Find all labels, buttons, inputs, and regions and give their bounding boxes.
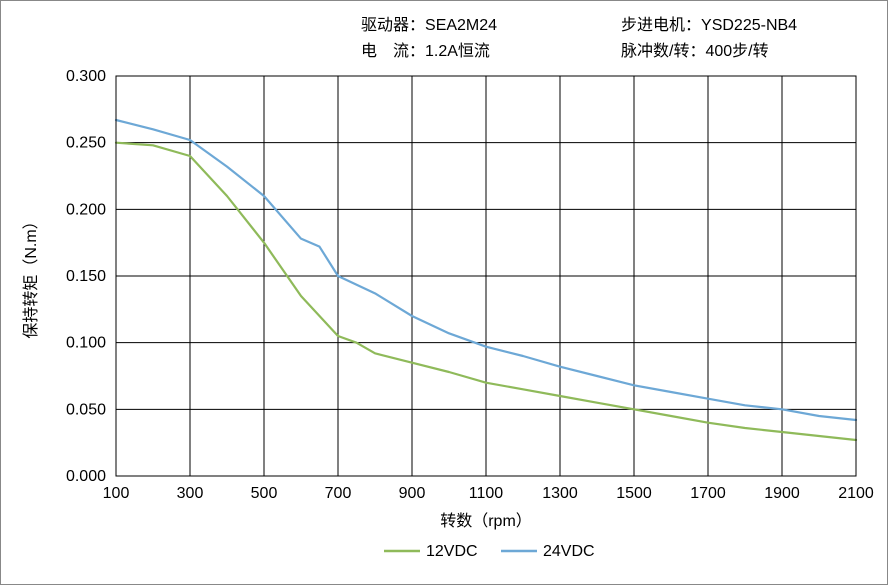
xtick-label: 700 [325, 485, 352, 502]
torque-chart: 100 300 500 700 900 1100 1300 1500 1700 1900 2100 0… [1, 1, 888, 586]
xtick-label: 100 [103, 485, 130, 502]
xtick-label: 1300 [542, 485, 578, 502]
ytick-label: 0.300 [66, 68, 106, 85]
xtick-label: 300 [177, 485, 204, 502]
ytick-label: 0.250 [66, 135, 106, 152]
xlabel: 转数（rpm） [440, 512, 532, 530]
xtick-label: 1700 [690, 485, 726, 502]
ytick-label: 0.150 [66, 268, 106, 285]
xtick-label: 2100 [838, 485, 874, 502]
ytick-label: 0.050 [66, 401, 106, 418]
legend-label: 12VDC [426, 543, 478, 560]
ytick-label: 0.200 [66, 201, 106, 218]
ytick-label: 0.000 [66, 468, 106, 485]
xtick-label: 1900 [764, 485, 800, 502]
chart-container: 驱动器：SEA2M24 步进电机：YSD225-NB4 电 流：1.2A恒流 脉… [0, 0, 888, 585]
xtick-label: 1100 [469, 485, 504, 502]
xtick-label: 500 [251, 485, 278, 502]
legend-label: 24VDC [543, 543, 595, 560]
xtick-label: 900 [399, 485, 426, 502]
ylabel: 保持转矩（N.m） [22, 213, 40, 338]
ytick-label: 0.100 [66, 335, 106, 352]
xtick-label: 1500 [616, 485, 652, 502]
